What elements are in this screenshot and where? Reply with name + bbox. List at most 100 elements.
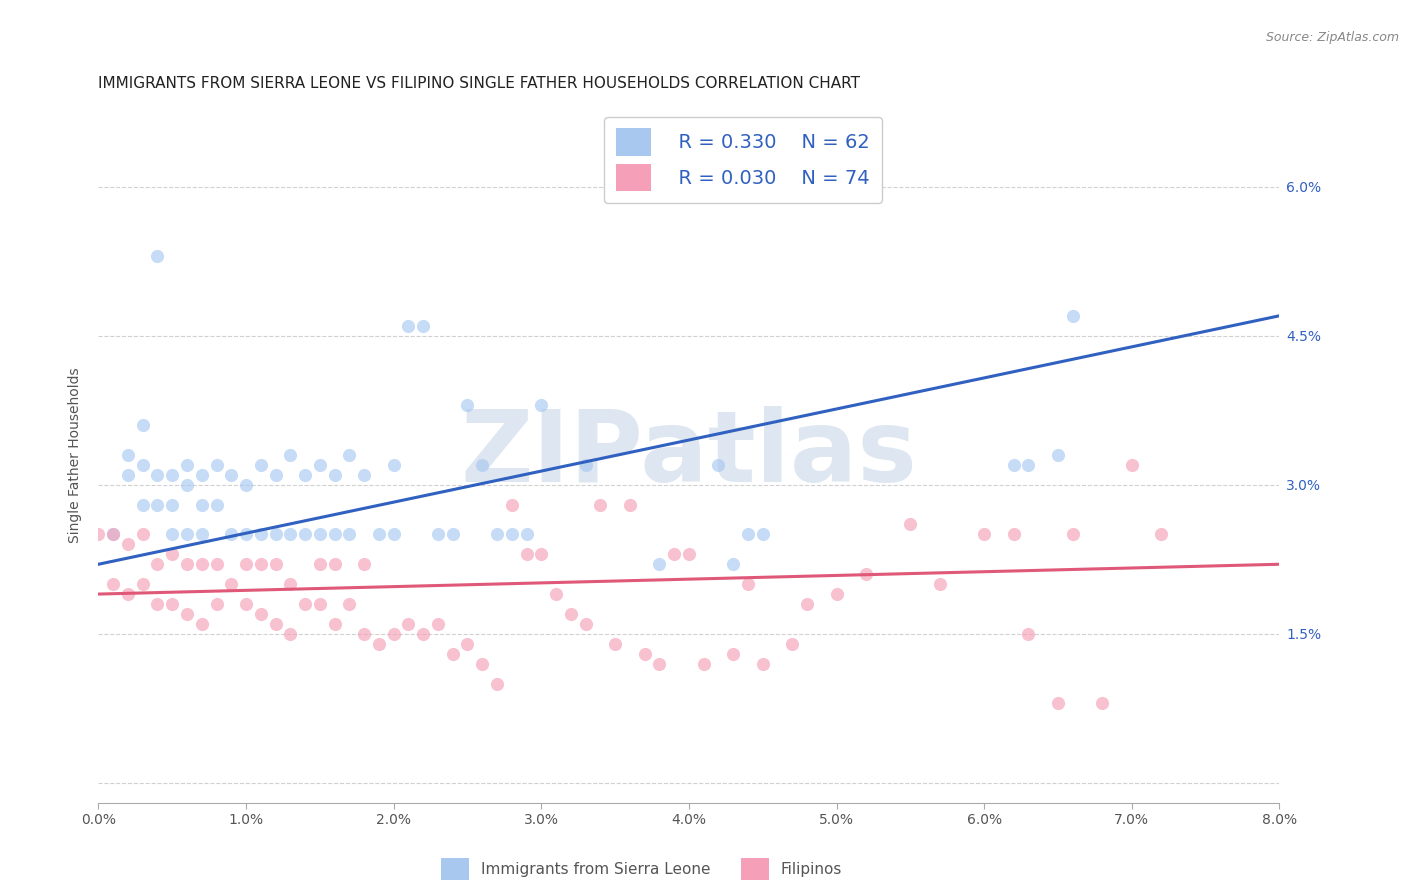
Point <box>280 527 302 541</box>
Point <box>117 587 139 601</box>
Point <box>353 467 375 482</box>
Point <box>575 458 598 472</box>
Point <box>162 527 183 541</box>
Point <box>693 657 716 671</box>
Point <box>929 577 952 591</box>
Point <box>205 498 228 512</box>
Point <box>339 448 361 462</box>
Point <box>471 458 494 472</box>
Point <box>221 527 243 541</box>
Text: IMMIGRANTS FROM SIERRA LEONE VS FILIPINO SINGLE FATHER HOUSEHOLDS CORRELATION CH: IMMIGRANTS FROM SIERRA LEONE VS FILIPINO… <box>98 76 860 91</box>
Point <box>132 458 155 472</box>
Point <box>264 616 287 631</box>
Point <box>1091 697 1114 711</box>
Point <box>235 558 257 572</box>
Point <box>280 577 302 591</box>
Point <box>309 597 332 611</box>
Point <box>117 537 139 551</box>
Point <box>1018 458 1040 472</box>
Point <box>737 527 759 541</box>
Point <box>1046 697 1070 711</box>
Point <box>323 467 346 482</box>
Point <box>309 458 332 472</box>
Point <box>339 597 361 611</box>
Point <box>250 558 273 572</box>
Text: ZIPatlas: ZIPatlas <box>461 407 917 503</box>
Point <box>382 458 405 472</box>
Point <box>782 637 804 651</box>
Point <box>1062 527 1084 541</box>
Point <box>221 467 243 482</box>
Point <box>619 498 641 512</box>
Point <box>294 597 316 611</box>
Point <box>501 498 523 512</box>
Point <box>707 458 730 472</box>
Point <box>117 448 139 462</box>
Point <box>398 318 420 333</box>
Point <box>575 616 598 631</box>
Point <box>723 558 745 572</box>
Point <box>176 477 198 491</box>
Point <box>309 527 332 541</box>
Point <box>516 527 538 541</box>
Point <box>427 527 450 541</box>
Point <box>191 616 214 631</box>
Point <box>339 527 361 541</box>
Text: Source: ZipAtlas.com: Source: ZipAtlas.com <box>1265 31 1399 45</box>
Point <box>221 577 243 591</box>
Point <box>589 498 612 512</box>
Point <box>309 558 332 572</box>
Point <box>825 587 848 601</box>
Point <box>176 527 198 541</box>
Point <box>648 558 671 572</box>
Point <box>752 657 775 671</box>
Point <box>530 398 553 412</box>
Point <box>530 547 553 561</box>
Point <box>280 448 302 462</box>
Point <box>132 577 155 591</box>
Point <box>1150 527 1173 541</box>
Point <box>634 647 657 661</box>
Point <box>162 597 183 611</box>
Point <box>250 527 273 541</box>
Point <box>1002 527 1025 541</box>
Point <box>412 627 434 641</box>
Point <box>664 547 686 561</box>
Point <box>117 467 139 482</box>
Point <box>235 477 257 491</box>
Point <box>176 558 198 572</box>
Point <box>973 527 995 541</box>
Point <box>486 676 509 690</box>
Point <box>250 458 273 472</box>
Point <box>427 616 450 631</box>
Point <box>323 558 346 572</box>
Point <box>103 527 125 541</box>
Point <box>323 527 346 541</box>
Legend: Immigrants from Sierra Leone, Filipinos: Immigrants from Sierra Leone, Filipinos <box>434 852 848 886</box>
Point <box>191 558 214 572</box>
Point <box>205 597 228 611</box>
Point <box>1018 627 1040 641</box>
Point <box>900 517 922 532</box>
Point <box>486 527 509 541</box>
Point <box>162 467 183 482</box>
Point <box>162 547 183 561</box>
Point <box>398 616 420 631</box>
Point <box>87 527 110 541</box>
Point <box>294 467 316 482</box>
Point <box>412 318 434 333</box>
Point <box>605 637 627 651</box>
Point <box>1046 448 1070 462</box>
Point <box>191 527 214 541</box>
Point <box>146 467 169 482</box>
Point <box>368 527 391 541</box>
Point <box>723 647 745 661</box>
Point <box>191 498 214 512</box>
Point <box>294 527 316 541</box>
Point <box>146 597 169 611</box>
Point <box>205 458 228 472</box>
Point <box>146 558 169 572</box>
Point <box>560 607 582 621</box>
Point <box>235 597 257 611</box>
Point <box>176 607 198 621</box>
